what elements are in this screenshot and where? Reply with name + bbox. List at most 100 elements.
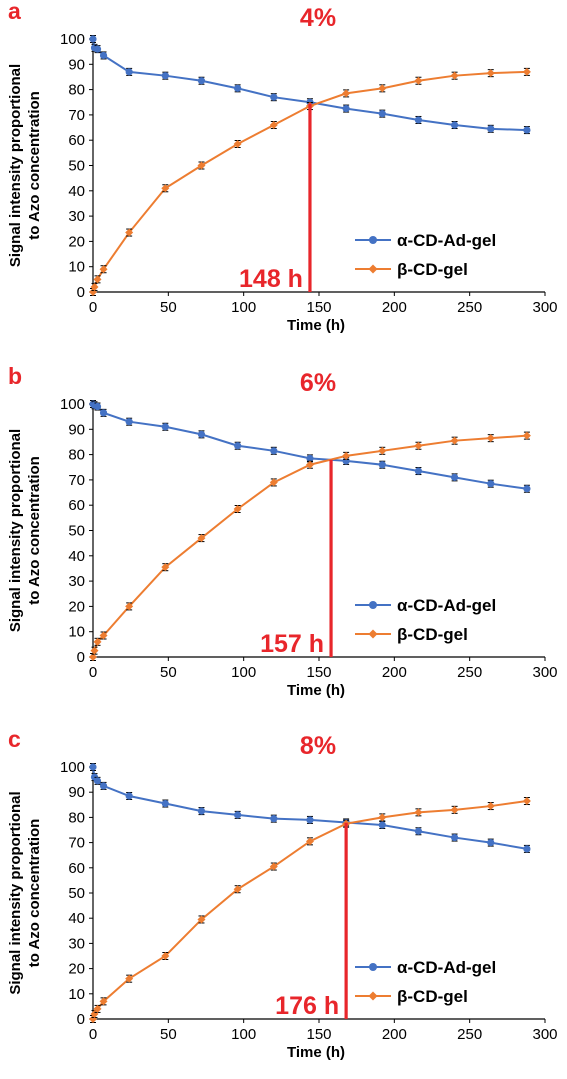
y-tick-label: 0 (77, 1011, 85, 1028)
y-tick-label: 10 (68, 624, 85, 641)
series-line (92, 70, 527, 293)
series-alpha-cd-ad-gel (89, 35, 531, 135)
data-point (522, 67, 531, 76)
crossover-label: 157 h (260, 630, 324, 658)
data-point (378, 821, 386, 829)
data-point (233, 885, 242, 894)
panel-letter: c (8, 726, 21, 752)
data-point (93, 637, 102, 646)
legend-marker (369, 963, 377, 971)
data-point (270, 93, 278, 101)
chart-panel-c: c 8% 0 10 20 30 40 50 60 70 80 90 100 0 50 100 150 200 250… (7, 726, 558, 1061)
data-point (90, 282, 99, 291)
data-point (125, 68, 133, 76)
y-tick-label: 30 (68, 573, 85, 590)
x-tick-label: 0 (89, 664, 97, 681)
data-point (93, 402, 102, 411)
y-axis-title: Signal intensity proportional to Azo conc… (7, 791, 43, 994)
data-point (523, 126, 531, 134)
data-point (93, 45, 102, 53)
legend-marker (369, 601, 377, 609)
data-point (161, 423, 169, 431)
data-point (414, 467, 423, 475)
data-point (197, 807, 206, 815)
y-tick-label: 20 (68, 233, 85, 250)
data-point (450, 436, 459, 445)
legend-label: β-CD-gel (397, 260, 468, 279)
data-point (99, 631, 108, 640)
series-line (92, 38, 527, 132)
y-tick-label: 50 (68, 885, 85, 902)
legend-marker (368, 991, 378, 1001)
data-point (378, 461, 386, 469)
data-point (161, 72, 169, 80)
y-tick-label: 30 (68, 208, 85, 225)
data-point (99, 997, 108, 1006)
y-tick-label: 10 (68, 986, 85, 1003)
chart-panel-b: b 6% 0 10 20 30 40 50 60 70 80 90 100 0 50 100 150 200 250… (7, 363, 558, 699)
x-tick-label: 300 (532, 299, 557, 316)
legend-label: α-CD-Ad-gel (397, 958, 496, 977)
data-point (306, 454, 314, 462)
y-tick-label: 70 (68, 107, 85, 124)
data-point (451, 833, 459, 842)
data-point (414, 76, 423, 85)
data-point (486, 434, 495, 443)
legend-marker (368, 264, 378, 274)
x-tick-label: 150 (306, 1026, 331, 1043)
x-tick-label: 100 (231, 299, 256, 316)
data-point (125, 228, 134, 237)
data-point (161, 184, 170, 193)
data-point (487, 125, 495, 133)
data-point (233, 139, 242, 148)
data-point (414, 808, 423, 817)
data-point (269, 862, 278, 871)
x-tick-label: 100 (231, 664, 256, 681)
data-point (269, 121, 278, 130)
data-point (269, 478, 278, 487)
data-point (197, 915, 206, 924)
data-point (89, 653, 97, 661)
y-tick-label: 80 (68, 809, 85, 826)
data-point (378, 110, 386, 118)
series-beta-cd-gel (89, 431, 531, 661)
data-point (486, 69, 495, 78)
legend-item-beta-cd-gel: β-CD-gel (355, 987, 468, 1006)
legend-label: α-CD-Ad-gel (397, 596, 496, 615)
data-point (270, 815, 278, 823)
series-line (92, 434, 527, 658)
series-beta-cd-gel (89, 67, 531, 296)
y-tick-label: 60 (68, 132, 85, 149)
data-point (93, 777, 102, 785)
y-tick-label: 100 (60, 759, 85, 776)
data-point (270, 447, 278, 455)
data-point (342, 451, 351, 460)
data-point (93, 1004, 102, 1013)
y-tick-label: 30 (68, 935, 85, 952)
y-tick-label: 40 (68, 183, 85, 200)
data-point (99, 409, 108, 417)
legend-item-alpha-cd-ad-gel: α-CD-Ad-gel (355, 958, 496, 977)
y-tick-label: 0 (77, 649, 85, 666)
panel-title: 8% (300, 732, 336, 760)
data-point (450, 805, 459, 814)
data-point (522, 797, 531, 806)
x-tick-label: 50 (160, 664, 177, 681)
x-tick-label: 150 (306, 299, 331, 316)
legend-item-alpha-cd-ad-gel: α-CD-Ad-gel (355, 231, 496, 250)
y-tick-label: 90 (68, 56, 85, 73)
data-point (90, 646, 99, 655)
data-point (125, 974, 134, 983)
data-point (99, 265, 108, 274)
series-alpha-cd-ad-gel (89, 400, 531, 493)
y-tick-label: 70 (68, 835, 85, 852)
legend-label: β-CD-gel (397, 987, 468, 1006)
data-point (161, 799, 169, 808)
y-axis-title: Signal intensity proportional to Azo conc… (7, 429, 43, 632)
chart-panel-a: a 4% 0 10 20 30 40 50 60 70 80 90 100 0 50 100 150 200 250… (7, 0, 558, 334)
x-tick-label: 50 (160, 1026, 177, 1043)
data-point (450, 71, 459, 80)
x-axis-title: Time (h) (287, 317, 345, 334)
legend-item-beta-cd-gel: β-CD-gel (355, 260, 468, 279)
y-tick-label: 80 (68, 447, 85, 464)
